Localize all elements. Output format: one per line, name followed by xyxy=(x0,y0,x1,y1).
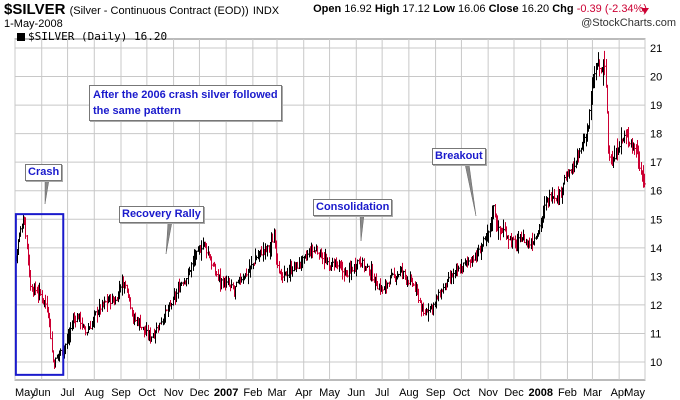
high-label: High xyxy=(374,3,400,15)
x-tick-label: Nov xyxy=(478,387,498,399)
y-tick-label: 18 xyxy=(650,129,662,141)
x-tick-label: Jun xyxy=(33,387,51,399)
y-tick-label: 15 xyxy=(650,214,662,226)
breakout-label: Breakout xyxy=(432,148,486,165)
x-tick-label: Oct xyxy=(453,387,470,399)
x-tick-label: May xyxy=(15,387,36,399)
open-label: Open xyxy=(313,3,342,15)
stockcharts-credit: @StockCharts.com xyxy=(581,17,676,29)
x-tick-label: May xyxy=(319,387,340,399)
symbol-name: (Silver - Continuous Contract (EOD)) xyxy=(69,5,249,17)
pattern-note-line-1: After the 2006 crash silver followed xyxy=(93,89,278,101)
x-tick-label: Apr xyxy=(295,387,312,399)
x-tick-label: Nov xyxy=(164,387,184,399)
x-tick-label: Feb xyxy=(243,387,262,399)
y-tick-label: 12 xyxy=(650,300,662,312)
symbol: $SILVER xyxy=(4,1,66,18)
x-tick-label: Jul xyxy=(61,387,75,399)
x-tick-label: Mar xyxy=(268,387,287,399)
x-tick-label: Oct xyxy=(138,387,155,399)
pattern-note: After the 2006 crash silver followed the… xyxy=(89,85,282,121)
legend-text: $SILVER (Daily) 16.20 xyxy=(28,30,168,43)
x-tick-label: Feb xyxy=(558,387,577,399)
x-tick-label: May xyxy=(624,387,645,399)
crash-highlight-box xyxy=(14,213,65,376)
x-tick-label: Aug xyxy=(84,387,104,399)
x-tick-label: Dec xyxy=(504,387,524,399)
y-tick-label: 17 xyxy=(650,157,662,169)
low-value: 16.06 xyxy=(458,3,486,15)
quote-summary: Open 16.92 High 17.12 Low 16.06 Close 16… xyxy=(313,3,647,15)
open-value: 16.92 xyxy=(344,3,372,15)
x-tick-label: Jul xyxy=(375,387,389,399)
x-tick-label: Apr xyxy=(611,387,628,399)
y-tick-label: 10 xyxy=(650,357,662,369)
close-value: 16.20 xyxy=(521,3,550,15)
low-label: Low xyxy=(432,3,455,15)
series-legend: $SILVER (Daily) 16.20 xyxy=(17,30,167,43)
x-tick-label: Dec xyxy=(190,387,210,399)
recovery-rally-label: Recovery Rally xyxy=(119,206,204,223)
x-tick-label: Mar xyxy=(583,387,602,399)
y-tick-label: 21 xyxy=(650,43,662,55)
x-tick-label: Jun xyxy=(347,387,365,399)
y-tick-label: 19 xyxy=(650,100,662,112)
y-tick-label: 16 xyxy=(650,186,662,198)
chg-value: -0.39 (-2.34%) xyxy=(576,3,647,15)
chg-label: Chg xyxy=(552,3,574,15)
y-tick-label: 20 xyxy=(650,72,662,84)
quote-date: 1-May-2008 xyxy=(4,18,63,30)
y-tick-label: 14 xyxy=(650,243,662,255)
consolidation-label: Consolidation xyxy=(313,199,393,216)
pattern-note-line-2: the same pattern xyxy=(93,105,182,117)
close-label: Close xyxy=(488,3,519,15)
legend-swatch xyxy=(17,33,25,41)
x-tick-label: Sep xyxy=(111,387,131,399)
down-arrow-icon xyxy=(641,8,649,14)
y-tick-label: 11 xyxy=(650,328,661,340)
x-tick-label: Sep xyxy=(426,387,446,399)
x-tick-label: 2008 xyxy=(528,387,552,399)
symbol-title: $SILVER (Silver - Continuous Contract (E… xyxy=(4,1,279,18)
high-value: 17.12 xyxy=(402,3,430,15)
x-tick-label: 2007 xyxy=(214,387,238,399)
x-tick-label: Aug xyxy=(399,387,419,399)
exchange: INDX xyxy=(252,5,280,17)
y-axis-labels: 10 11 12 13 14 15 16 17 18 19 20 21 xyxy=(650,43,662,369)
y-tick-label: 13 xyxy=(650,271,662,283)
crash-label: Crash xyxy=(25,164,63,181)
